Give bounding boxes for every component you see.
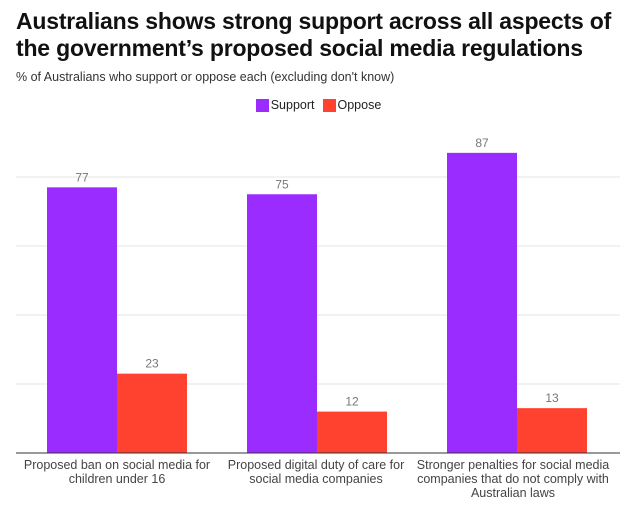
legend-swatch-oppose bbox=[322, 98, 336, 112]
legend-swatch-support bbox=[255, 98, 269, 112]
bar-support-1 bbox=[247, 194, 317, 453]
data-label-support-2: 87 bbox=[475, 136, 489, 150]
data-label-oppose-1: 12 bbox=[345, 395, 359, 409]
data-label-support-0: 77 bbox=[75, 170, 89, 184]
legend-label-support: Support bbox=[270, 98, 315, 112]
chart-title: Australians shows strong support across … bbox=[16, 8, 612, 61]
category-label-ban: Proposed ban on social media for childre… bbox=[23, 458, 211, 486]
legend-item-support: Support bbox=[255, 98, 315, 112]
category-label-duty-of-care: Proposed digital duty of care for social… bbox=[227, 458, 405, 486]
bar-support-2 bbox=[447, 152, 517, 453]
chart-subtitle: % of Australians who support or oppose e… bbox=[16, 70, 395, 84]
bar-oppose-0 bbox=[117, 373, 187, 453]
legend-item-oppose: Oppose bbox=[322, 98, 382, 112]
category-label-penalties: Stronger penalties for social media comp… bbox=[416, 458, 610, 500]
data-label-oppose-2: 13 bbox=[545, 391, 559, 405]
data-label-support-1: 75 bbox=[275, 177, 289, 191]
bar-oppose-2 bbox=[517, 408, 587, 453]
bar-oppose-1 bbox=[317, 411, 387, 453]
data-label-oppose-0: 23 bbox=[145, 357, 159, 371]
legend-label-oppose: Oppose bbox=[337, 98, 382, 112]
legend: Support Oppose bbox=[0, 98, 637, 112]
bar-support-0 bbox=[47, 187, 117, 453]
